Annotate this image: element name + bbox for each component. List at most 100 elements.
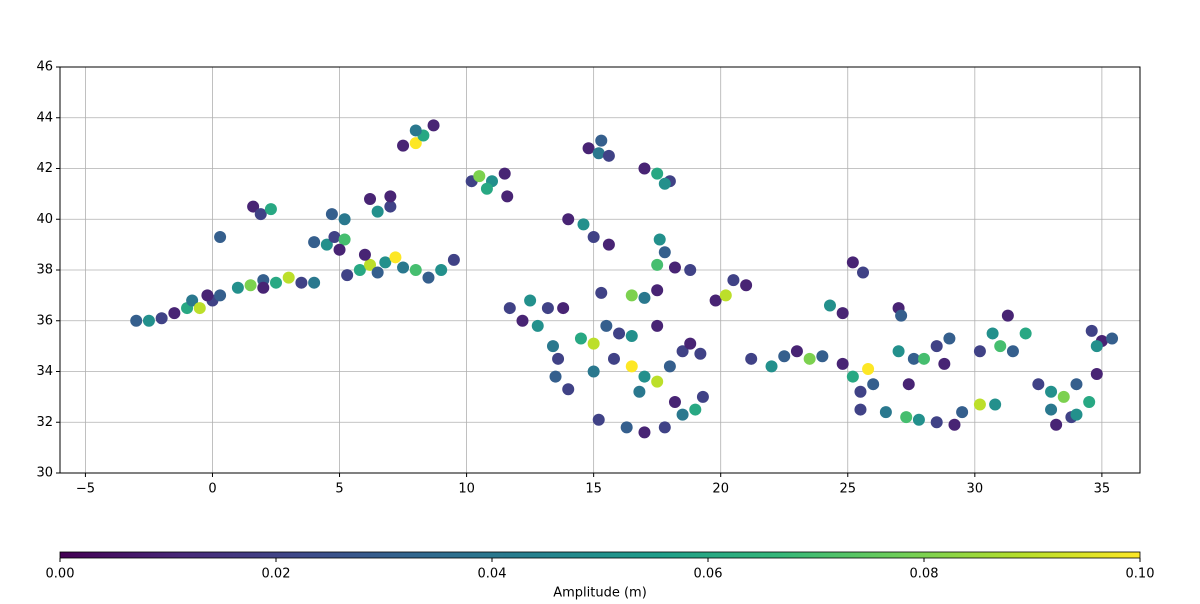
- scatter-point: [854, 385, 867, 398]
- y-tick-label: 32: [36, 415, 53, 430]
- scatter-point: [142, 314, 155, 327]
- y-tick-label: 34: [36, 364, 53, 379]
- scatter-point: [549, 370, 562, 383]
- colorbar: [59, 551, 1141, 559]
- scatter-point: [625, 360, 638, 373]
- scatter-point: [587, 337, 600, 350]
- scatter-point: [892, 345, 905, 358]
- scatter-point: [684, 337, 697, 350]
- x-tick-label: 10: [458, 482, 475, 497]
- scatter-point: [480, 182, 493, 195]
- scatter-point: [546, 340, 559, 353]
- scatter-point: [651, 284, 664, 297]
- scatter-point: [684, 264, 697, 276]
- scatter-point: [587, 231, 600, 244]
- y-tick-label: 30: [36, 466, 53, 481]
- scatter-point: [854, 403, 867, 416]
- scatter-point: [562, 213, 575, 226]
- scatter-point: [930, 340, 943, 353]
- y-tick-label: 38: [36, 263, 53, 278]
- scatter-point: [214, 231, 227, 244]
- y-tick-label: 42: [36, 161, 53, 176]
- scatter-point: [531, 319, 544, 332]
- scatter-point: [552, 352, 565, 365]
- colorbar-tick-label: 0.10: [1126, 567, 1155, 582]
- scatter-point: [973, 398, 986, 411]
- colorbar-tick-label: 0.06: [694, 567, 723, 582]
- y-tick-label: 40: [36, 212, 53, 227]
- scatter-point: [338, 213, 351, 226]
- scatter-point: [1085, 324, 1098, 337]
- scatter-point: [823, 299, 836, 312]
- scatter-point: [130, 314, 143, 327]
- scatter-point: [1070, 408, 1083, 421]
- scatter-point: [658, 246, 671, 259]
- scatter-point: [943, 332, 956, 345]
- scatter-point: [1032, 378, 1045, 391]
- scatter-point: [1057, 390, 1070, 403]
- colorbar-tick-label: 0.00: [46, 567, 75, 582]
- scatter-point: [651, 319, 664, 332]
- scatter-point: [836, 307, 849, 320]
- y-tick-label: 46: [36, 60, 53, 75]
- scatter-point: [595, 134, 608, 147]
- x-tick-label: 5: [335, 482, 343, 497]
- scatter-point: [516, 314, 529, 327]
- scatter-point: [918, 352, 930, 365]
- scatter-point: [938, 357, 951, 370]
- scatter-point: [389, 251, 402, 264]
- scatter-point: [709, 294, 722, 307]
- scatter-point: [676, 345, 689, 358]
- scatter-point: [384, 200, 397, 213]
- scatter-point: [541, 302, 554, 315]
- scatter-point: [638, 162, 651, 175]
- scatter-point: [676, 408, 689, 421]
- scatter-point: [501, 190, 514, 203]
- scatter-point: [201, 289, 214, 302]
- scatter-point: [745, 352, 758, 365]
- scatter-point: [765, 360, 778, 373]
- scatter-point: [364, 258, 377, 271]
- scatter-point: [633, 385, 646, 398]
- scatter-point: [638, 291, 651, 304]
- scatter-point: [214, 289, 227, 302]
- scatter-point: [1106, 332, 1119, 345]
- scatter-point: [846, 370, 859, 383]
- scatter-point: [1019, 327, 1032, 340]
- scatter-point: [912, 413, 925, 426]
- scatter-point: [740, 279, 753, 292]
- scatter-point: [1090, 368, 1103, 381]
- scatter-point: [186, 294, 199, 307]
- x-tick-label: 0: [208, 482, 216, 497]
- scatter-point: [668, 395, 681, 408]
- scatter-point: [862, 362, 875, 375]
- scatter-point: [557, 302, 570, 315]
- scatter-point: [371, 205, 384, 218]
- scatter-point: [384, 190, 397, 203]
- scatter-point: [651, 375, 664, 388]
- scatter-point: [427, 119, 440, 132]
- scatter-point: [574, 332, 587, 345]
- scatter-point: [320, 238, 333, 251]
- scatter-point: [422, 271, 435, 284]
- scatter-point: [308, 276, 321, 289]
- scatter-point: [989, 398, 1002, 411]
- scatter-point: [325, 208, 338, 221]
- scatter-point: [338, 233, 351, 246]
- scatter-point: [719, 289, 732, 302]
- scatter-point: [498, 167, 511, 180]
- scatter-point: [409, 264, 422, 276]
- scatter-point: [1050, 418, 1063, 431]
- scatter-point: [879, 406, 892, 419]
- scatter-point: [857, 266, 870, 279]
- scatter-point: [973, 345, 986, 358]
- scatter-point: [155, 312, 168, 325]
- scatter-point: [846, 256, 859, 269]
- scatter-point: [1001, 309, 1014, 322]
- scatter-point: [653, 233, 666, 246]
- scatter-point: [1045, 403, 1058, 416]
- scatter-point: [447, 253, 460, 266]
- scatter-point: [902, 378, 915, 391]
- scatter-point: [231, 281, 244, 294]
- scatter-point: [264, 203, 277, 216]
